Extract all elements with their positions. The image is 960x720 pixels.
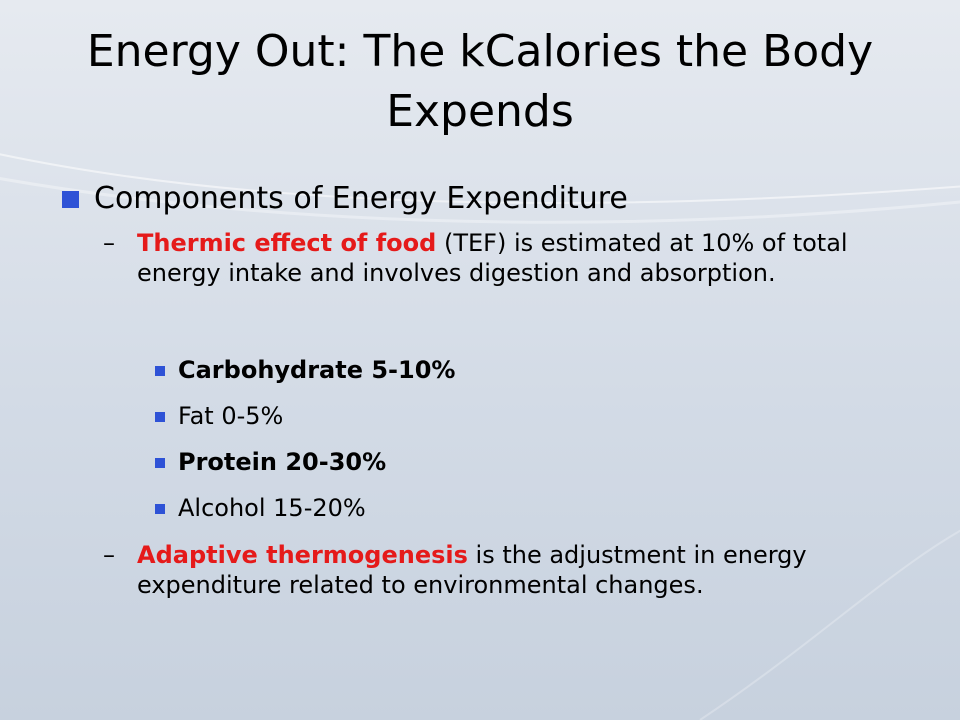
heading-bullet-text: Components of Energy Expenditure [94,181,628,216]
square-bullet-icon [155,366,165,376]
square-bullet-icon [155,412,165,422]
square-bullet-icon [155,504,165,514]
square-bullet-icon [62,191,79,208]
dash-icon: – [103,541,115,569]
dash-icon: – [103,229,115,257]
sub-item-label: Carbohydrate 5-10% [178,356,456,384]
sub-item-label: Protein 20-30% [178,448,387,476]
sub-item-label: Alcohol 15-20% [178,494,366,522]
adaptive-text: Adaptive thermogenesis is the adjustment… [137,540,877,600]
tef-description: (TEF) is estimated at 10% of total energ… [137,229,848,287]
adaptive-description: is the adjustment in energy expenditure … [137,541,807,599]
adaptive-term: Adaptive thermogenesis [137,541,468,569]
slide-title: Energy Out: The kCalories the Body Expen… [86,26,874,137]
sub-item-label: Fat 0-5% [178,402,284,430]
square-bullet-icon [155,458,165,468]
tef-text: Thermic effect of food (TEF) is estimate… [137,228,877,288]
tef-term: Thermic effect of food [137,229,437,257]
